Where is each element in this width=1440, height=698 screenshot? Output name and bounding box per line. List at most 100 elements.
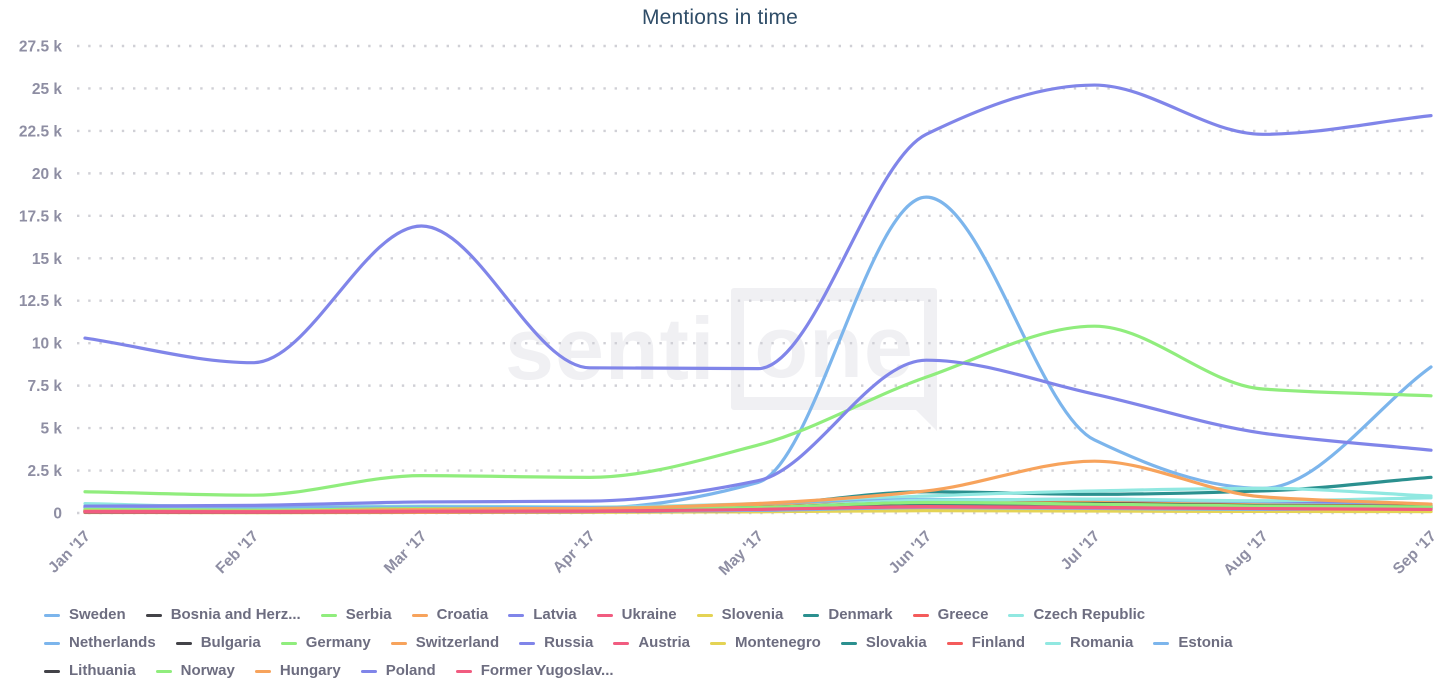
legend-item-poland[interactable]: Poland bbox=[360, 657, 436, 685]
x-axis-labels: Jan '17 Feb '17 Mar '17 Apr '17 May '17 Jun '… bbox=[45, 528, 1440, 579]
legend-label-lithuania: Lithuania bbox=[69, 662, 136, 679]
legend-label-montenegro: Montenegro bbox=[735, 634, 821, 651]
y-gridlines bbox=[77, 44, 1432, 515]
y-axis-label: 27.5 k bbox=[19, 39, 62, 56]
legend-label-slovakia: Slovakia bbox=[865, 634, 927, 651]
legend-marker-bulgaria bbox=[175, 641, 192, 645]
legend-item-russia[interactable]: Russia bbox=[519, 629, 593, 657]
legend-label-ukraine: Ukraine bbox=[621, 606, 677, 623]
series-line-russia[interactable] bbox=[83, 358, 1433, 508]
legend-item-czech-republic[interactable]: Czech Republic bbox=[1008, 601, 1145, 629]
legend-item-austria[interactable]: Austria bbox=[613, 629, 690, 657]
chart-title: Mentions in time bbox=[641, 6, 799, 29]
legend-item-norway[interactable]: Norway bbox=[155, 657, 235, 685]
legend-item-greece[interactable]: Greece bbox=[912, 601, 989, 629]
legend-label-germany: Germany bbox=[305, 634, 371, 651]
legend-item-denmark[interactable]: Denmark bbox=[803, 601, 893, 629]
legend-label-russia: Russia bbox=[544, 634, 594, 651]
x-axis-label: Mar '17 bbox=[381, 528, 430, 577]
legend-label-switzerland: Switzerland bbox=[415, 634, 500, 651]
legend-label-denmark: Denmark bbox=[828, 606, 893, 623]
y-axis-label: 12.5 k bbox=[19, 293, 62, 310]
x-axis-label: Apr '17 bbox=[550, 528, 599, 577]
legend-label-former-yugoslav: Former Yugoslav... bbox=[480, 662, 614, 679]
legend-item-germany[interactable]: Germany bbox=[280, 629, 371, 657]
legend-label-czech-republic: Czech Republic bbox=[1033, 606, 1146, 623]
legend-item-ukraine[interactable]: Ukraine bbox=[596, 601, 677, 629]
legend-marker-poland bbox=[360, 669, 377, 673]
legend-item-estonia[interactable]: Estonia bbox=[1153, 629, 1233, 657]
legend-item-former-yugoslav[interactable]: Former Yugoslav... bbox=[455, 657, 614, 685]
watermark-text-one: one bbox=[731, 288, 938, 431]
legend-marker-germany bbox=[280, 641, 297, 645]
x-axis-label: Feb '17 bbox=[213, 528, 262, 577]
legend-marker-estonia bbox=[1153, 641, 1170, 645]
series-line-former-yugoslav[interactable] bbox=[83, 505, 1433, 514]
legend-marker-greece bbox=[912, 613, 929, 617]
x-axis-label: Sep '17 bbox=[1390, 528, 1440, 578]
y-axis-label: 20 k bbox=[32, 166, 63, 183]
y-axis-label: 2.5 k bbox=[28, 463, 63, 480]
legend-item-bosnia-and-herz[interactable]: Bosnia and Herz... bbox=[145, 601, 301, 629]
legend-marker-bosnia-and-herz bbox=[145, 613, 162, 617]
legend-label-romania: Romania bbox=[1070, 634, 1134, 651]
legend-item-romania[interactable]: Romania bbox=[1045, 629, 1133, 657]
y-axis-label: 22.5 k bbox=[19, 123, 62, 140]
x-axis-label: Jul '17 bbox=[1058, 528, 1104, 574]
legend-label-poland: Poland bbox=[385, 662, 436, 679]
legend-label-finland: Finland bbox=[971, 634, 1026, 651]
y-axis-label: 7.5 k bbox=[28, 378, 63, 395]
y-axis-label: 15 k bbox=[32, 251, 63, 268]
x-axis-label: Jun '17 bbox=[886, 528, 935, 577]
chart-plot-area: 0 2.5 k 5 k 7.5 k 10 k 12.5 k 15 k 17.5 k 20 k 22… bbox=[19, 39, 1440, 579]
series-line-germany[interactable] bbox=[83, 324, 1433, 497]
legend-label-austria: Austria bbox=[638, 634, 691, 651]
legend-marker-hungary bbox=[254, 669, 271, 673]
legend-item-bulgaria[interactable]: Bulgaria bbox=[175, 629, 261, 657]
y-axis-label: 0 bbox=[53, 506, 62, 523]
y-axis-label: 10 k bbox=[32, 336, 63, 353]
legend-label-bulgaria: Bulgaria bbox=[200, 634, 261, 651]
legend-marker-norway bbox=[155, 669, 172, 673]
legend-item-lithuania[interactable]: Lithuania bbox=[44, 657, 136, 685]
legend-item-latvia[interactable]: Latvia bbox=[508, 601, 577, 629]
legend-label-greece: Greece bbox=[937, 606, 989, 623]
legend-item-finland[interactable]: Finland bbox=[946, 629, 1026, 657]
legend-marker-former-yugoslav bbox=[455, 669, 472, 673]
legend-item-slovenia[interactable]: Slovenia bbox=[696, 601, 783, 629]
y-axis-labels: 0 2.5 k 5 k 7.5 k 10 k 12.5 k 15 k 17.5 k 20 k 22… bbox=[19, 39, 62, 523]
legend-marker-slovakia bbox=[840, 641, 857, 645]
legend-label-sweden: Sweden bbox=[69, 606, 126, 623]
chart-legend: Sweden Bosnia and Herz... Serbia Croatia Lat… bbox=[44, 601, 1416, 685]
legend-item-montenegro[interactable]: Montenegro bbox=[710, 629, 821, 657]
legend-marker-czech-republic bbox=[1008, 613, 1025, 617]
y-axis-label: 25 k bbox=[32, 81, 63, 98]
legend-marker-montenegro bbox=[710, 641, 727, 645]
legend-item-switzerland[interactable]: Switzerland bbox=[390, 629, 500, 657]
legend-item-slovakia[interactable]: Slovakia bbox=[840, 629, 927, 657]
legend-item-sweden[interactable]: Sweden bbox=[44, 601, 126, 629]
legend-item-croatia[interactable]: Croatia bbox=[411, 601, 489, 629]
y-axis-label: 5 k bbox=[40, 421, 62, 438]
legend-marker-switzerland bbox=[390, 641, 407, 645]
legend-label-netherlands: Netherlands bbox=[69, 634, 156, 651]
legend-item-serbia[interactable]: Serbia bbox=[320, 601, 392, 629]
legend-item-netherlands[interactable]: Netherlands bbox=[44, 629, 156, 657]
legend-label-hungary: Hungary bbox=[279, 662, 341, 679]
legend-label-bosnia-and-herz: Bosnia and Herz... bbox=[170, 606, 301, 623]
series-line-sweden[interactable] bbox=[83, 195, 1433, 510]
series-lines bbox=[83, 83, 1433, 515]
legend-label-croatia: Croatia bbox=[436, 606, 489, 623]
legend-label-estonia: Estonia bbox=[1178, 634, 1233, 651]
legend-label-latvia: Latvia bbox=[533, 606, 577, 623]
legend-marker-sweden bbox=[44, 613, 60, 617]
legend-item-hungary[interactable]: Hungary bbox=[254, 657, 341, 685]
legend-marker-finland bbox=[946, 641, 963, 645]
legend-label-norway: Norway bbox=[180, 662, 235, 679]
series-line-poland[interactable] bbox=[83, 83, 1433, 371]
legend-marker-croatia bbox=[411, 613, 428, 617]
y-axis-label: 17.5 k bbox=[19, 208, 62, 225]
x-axis-label: May '17 bbox=[716, 528, 767, 579]
sentione-watermark: senti one bbox=[505, 288, 938, 431]
